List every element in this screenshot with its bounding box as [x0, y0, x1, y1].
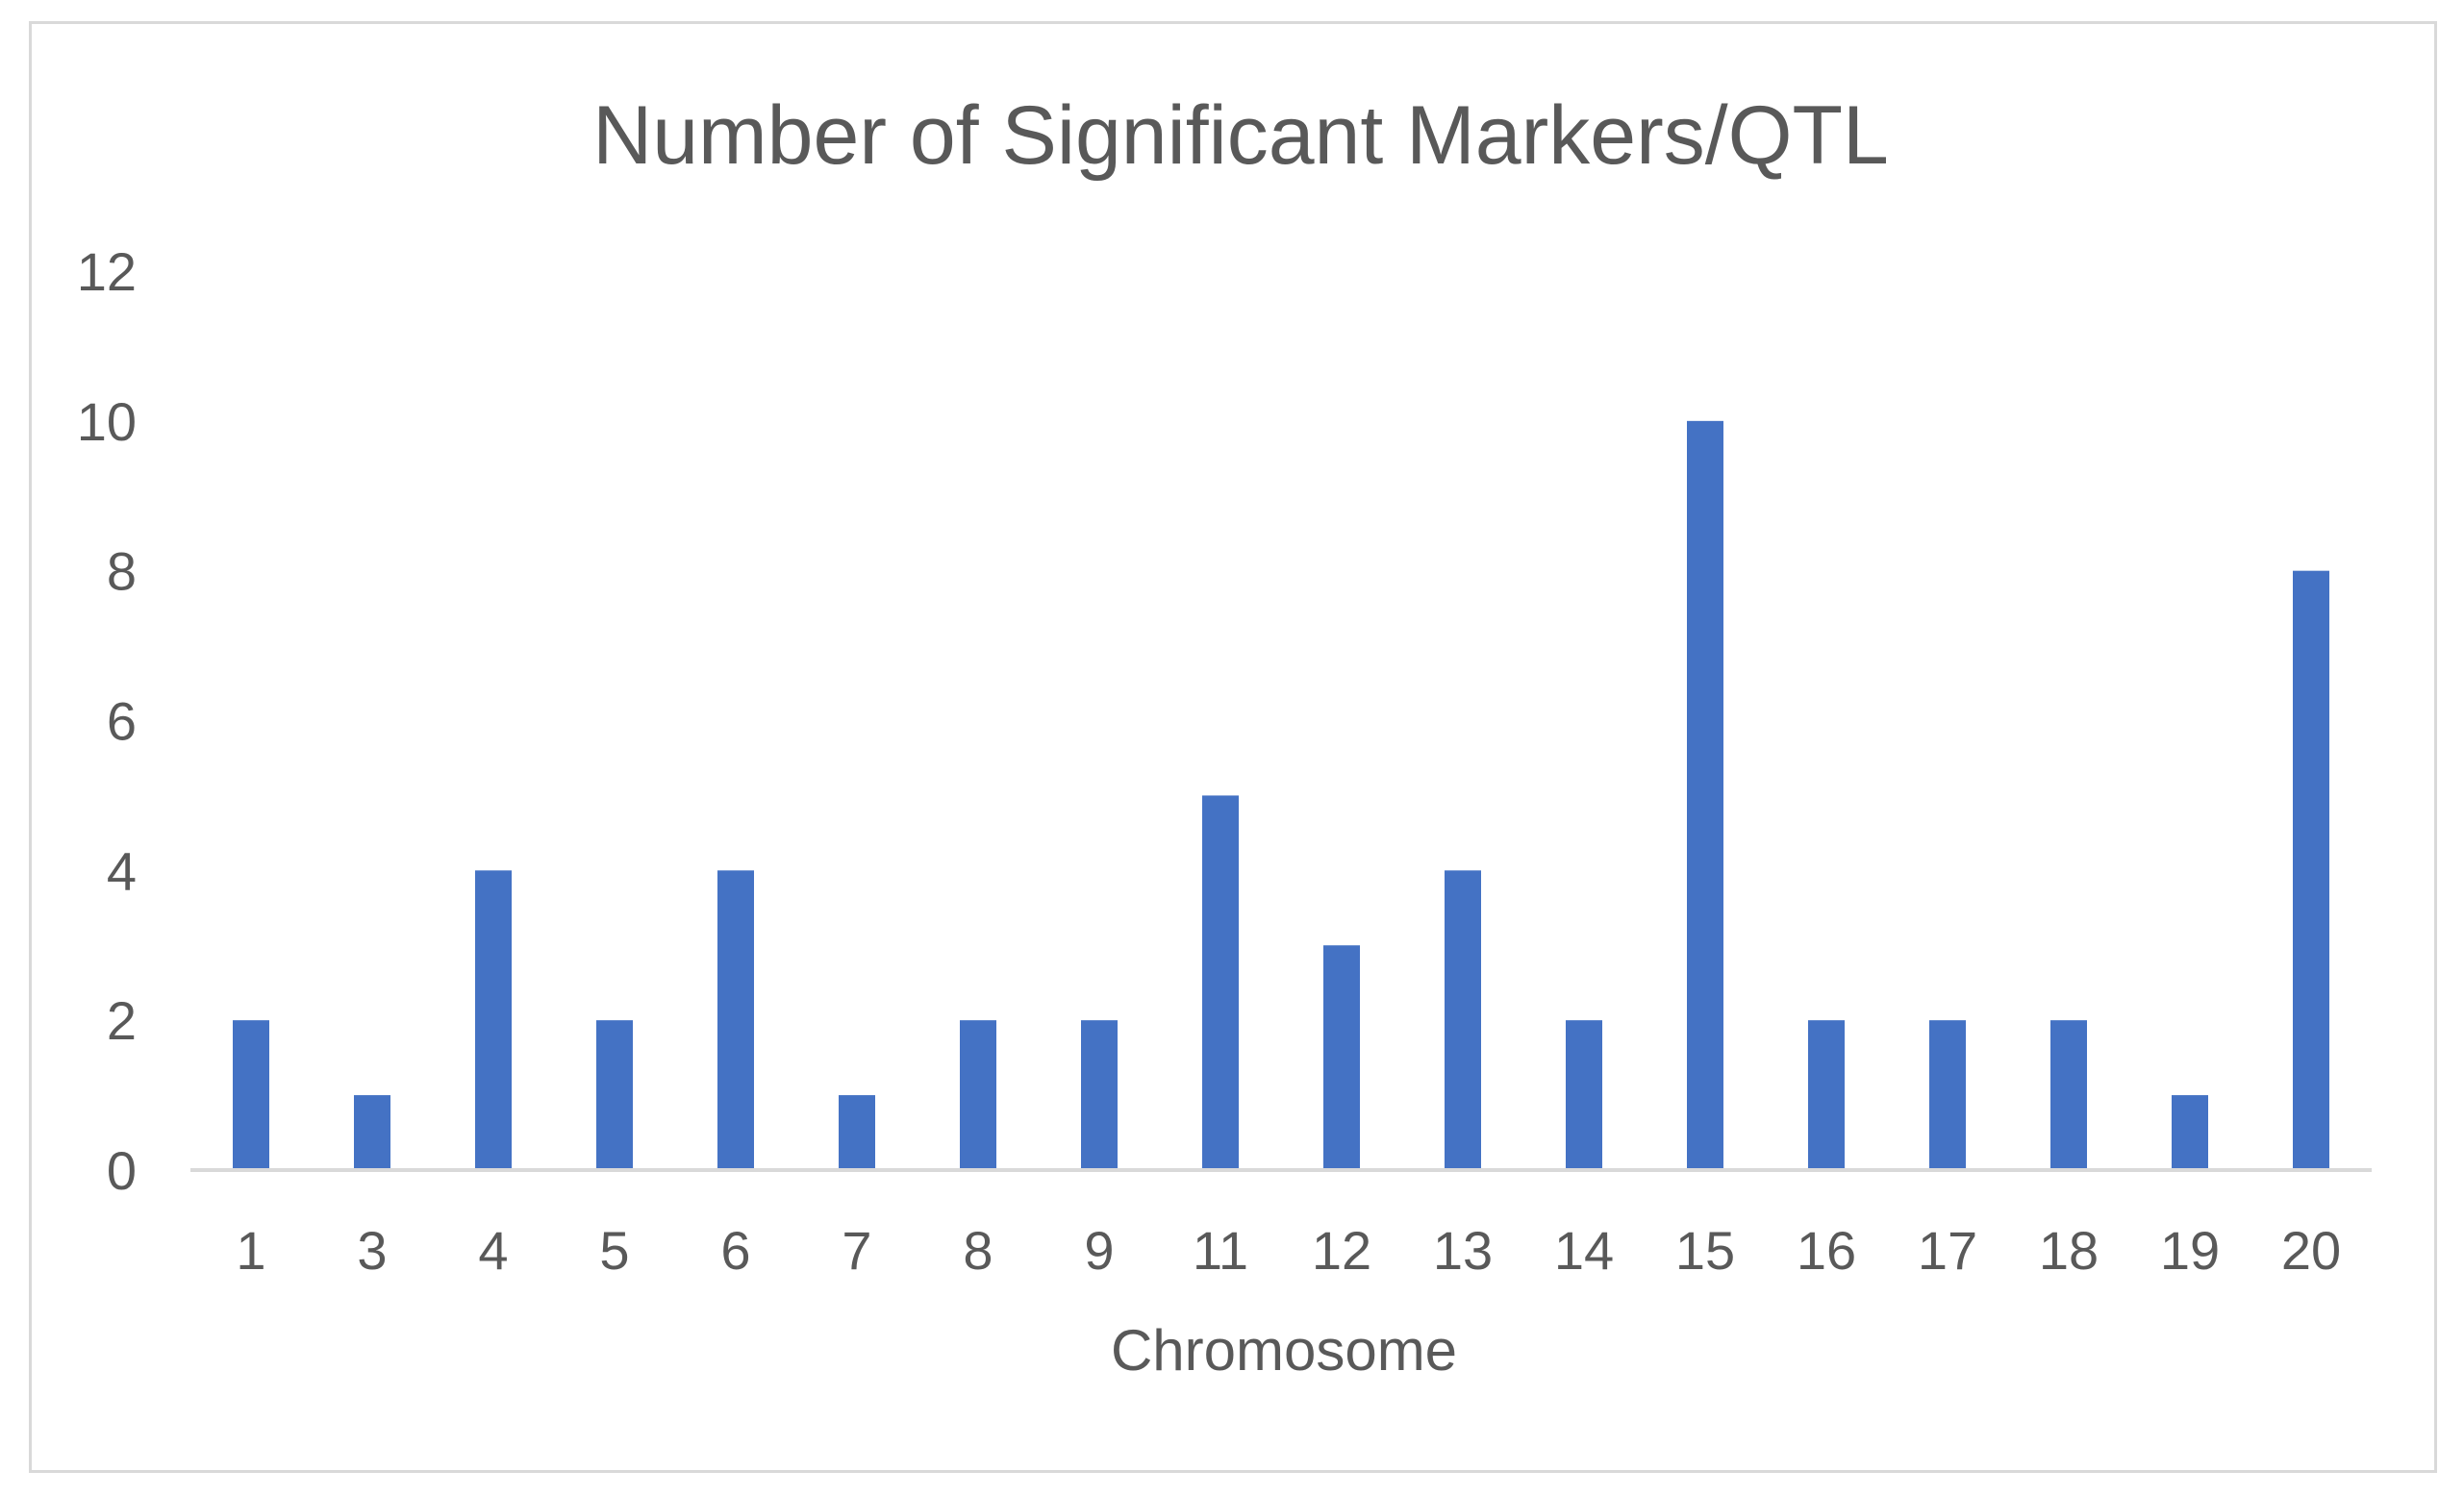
x-tick-label: 12: [1312, 1220, 1371, 1281]
bar: [1445, 870, 1481, 1170]
x-tick-label: 18: [2039, 1220, 2099, 1281]
chart-frame: [29, 21, 2437, 1473]
x-tick-label: 6: [720, 1220, 750, 1281]
x-tick-label: 20: [2281, 1220, 2341, 1281]
y-axis-ticks: 0 2 4 6 8 10 12: [77, 241, 137, 1201]
x-tick-label: 3: [357, 1220, 387, 1281]
chart-title: Number of Significant Markers/QTL: [592, 89, 1889, 182]
bar: [596, 1020, 633, 1170]
bar: [2050, 1020, 2087, 1170]
bar: [2293, 570, 2329, 1170]
y-tick-label: 6: [107, 691, 137, 752]
bar: [1808, 1020, 1845, 1170]
bar: [960, 1020, 996, 1170]
bar: [839, 1095, 875, 1170]
x-tick-label: 19: [2160, 1220, 2220, 1281]
y-tick-label: 2: [107, 990, 137, 1051]
bar: [1081, 1020, 1118, 1170]
bar: [1566, 1020, 1602, 1170]
x-tick-label: 16: [1797, 1220, 1856, 1281]
bar: [1323, 945, 1360, 1170]
y-tick-label: 12: [77, 241, 137, 302]
y-tick-label: 0: [107, 1140, 137, 1201]
x-axis-title: Chromosome: [1111, 1318, 1457, 1383]
x-tick-label: 13: [1433, 1220, 1493, 1281]
bar: [2172, 1095, 2208, 1170]
x-tick-label: 4: [478, 1220, 508, 1281]
bar: [475, 870, 512, 1170]
bars: [233, 420, 2329, 1170]
x-tick-label: 7: [842, 1220, 871, 1281]
bar: [233, 1020, 269, 1170]
x-axis-ticks: 1 3 4 5 6 7 8 9 11 12 13 14 15 16 17 18 19 20: [236, 1220, 2341, 1281]
x-tick-label: 8: [963, 1220, 993, 1281]
x-tick-label: 17: [1918, 1220, 1977, 1281]
x-tick-label: 15: [1675, 1220, 1735, 1281]
bar: [354, 1095, 390, 1170]
x-tick-label: 1: [236, 1220, 265, 1281]
x-tick-label: 11: [1193, 1220, 1248, 1281]
bar: [1929, 1020, 1966, 1170]
y-tick-label: 8: [107, 541, 137, 602]
bar: [1202, 795, 1239, 1170]
x-tick-label: 9: [1084, 1220, 1114, 1281]
bar: [1687, 420, 1723, 1170]
x-tick-label: 5: [599, 1220, 629, 1281]
y-tick-label: 4: [107, 840, 137, 901]
bar: [717, 870, 754, 1170]
x-tick-label: 14: [1554, 1220, 1614, 1281]
y-tick-label: 10: [77, 391, 137, 452]
